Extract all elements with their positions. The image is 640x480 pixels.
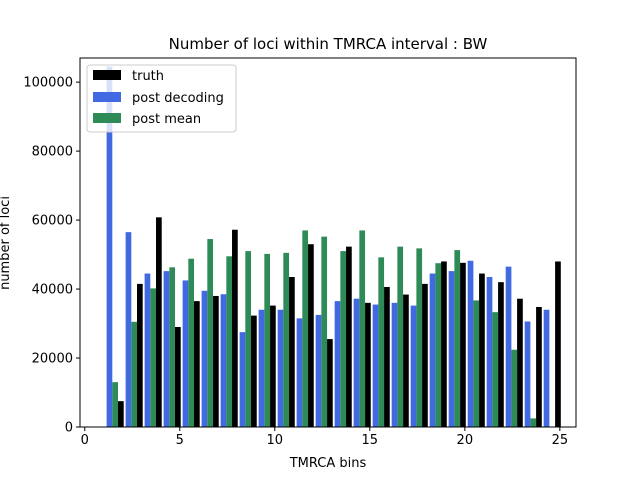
bar-post-mean-19 xyxy=(454,250,461,427)
bar-post-mean-13 xyxy=(340,251,347,427)
bar-post-mean-5 xyxy=(188,258,195,427)
bar-post-decoding-2 xyxy=(125,232,132,427)
bar-post-decoding-18 xyxy=(429,273,436,427)
bar-post-decoding-6 xyxy=(201,290,208,427)
chart-title: Number of loci within TMRCA interval : B… xyxy=(169,35,488,53)
x-axis-label: TMRCA bins xyxy=(289,456,367,471)
bar-truth-11 xyxy=(308,244,314,427)
bar-post-decoding-10 xyxy=(277,309,284,427)
y-tick-label: 80000 xyxy=(32,145,73,160)
x-axis-ticks: 0 5 10 15 20 25 xyxy=(81,427,569,448)
bar-truth-21 xyxy=(498,282,504,427)
bar-truth-18 xyxy=(441,261,447,427)
bar-truth-16 xyxy=(403,294,409,427)
bar-post-mean-17 xyxy=(416,248,423,427)
bar-post-decoding-12 xyxy=(315,314,322,427)
legend: truth post decoding post mean xyxy=(86,64,237,133)
bar-post-mean-10 xyxy=(283,252,290,427)
bar-post-mean-9 xyxy=(264,253,271,427)
bar-post-mean-23 xyxy=(530,418,537,427)
bar-post-mean-15 xyxy=(378,257,385,427)
y-tick-label: 100000 xyxy=(23,76,73,91)
y-axis-ticks: 0 20000 40000 60000 80000 100000 xyxy=(23,76,80,436)
bar-post-decoding-3 xyxy=(144,273,151,427)
x-tick-label: 25 xyxy=(552,433,569,448)
bar-post-decoding-7 xyxy=(220,294,227,427)
bar-truth-10 xyxy=(289,276,295,427)
bar-truth-4 xyxy=(175,326,181,427)
bar-post-decoding-22 xyxy=(505,266,512,427)
bar-post-decoding-15 xyxy=(372,304,379,427)
bar-truth-9 xyxy=(270,305,276,427)
bar-post-mean-22 xyxy=(511,349,518,427)
x-tick-label: 10 xyxy=(267,433,284,448)
legend-swatch-post-mean xyxy=(93,113,121,123)
bar-truth-13 xyxy=(346,246,352,427)
bar-post-decoding-21 xyxy=(486,276,493,427)
bar-truth-23 xyxy=(536,306,542,427)
bar-truth-19 xyxy=(460,262,466,427)
bar-truth-20 xyxy=(479,273,485,427)
bar-truth-17 xyxy=(422,283,428,427)
bar-truth-5 xyxy=(194,301,200,427)
bar-post-mean-4 xyxy=(169,267,176,427)
legend-swatch-truth xyxy=(93,70,121,80)
bar-post-decoding-23 xyxy=(524,321,531,427)
bars-layer xyxy=(106,66,561,428)
x-tick-label: 5 xyxy=(176,433,184,448)
bar-post-mean-1 xyxy=(112,382,119,427)
bar-post-mean-18 xyxy=(435,263,442,427)
bar-post-decoding-4 xyxy=(163,271,170,427)
bar-post-decoding-8 xyxy=(239,332,246,427)
bar-truth-8 xyxy=(251,315,257,427)
bar-post-decoding-16 xyxy=(391,302,398,427)
bar-post-decoding-20 xyxy=(467,260,474,427)
bar-post-decoding-14 xyxy=(353,298,360,427)
y-axis-label: number of loci xyxy=(0,196,13,290)
bar-truth-24 xyxy=(555,261,561,427)
bar-post-mean-12 xyxy=(321,236,328,427)
legend-label-post-decoding: post decoding xyxy=(132,91,224,106)
legend-swatch-post-decoding xyxy=(93,92,121,102)
bar-truth-2 xyxy=(137,283,143,427)
bar-truth-14 xyxy=(365,302,371,427)
bar-truth-12 xyxy=(327,339,333,427)
axes-frame xyxy=(79,57,577,428)
legend-label-post-mean: post mean xyxy=(132,112,201,127)
legend-box xyxy=(86,64,237,133)
bar-truth-1 xyxy=(118,401,124,427)
bar-post-decoding-5 xyxy=(182,280,189,427)
bar-post-mean-16 xyxy=(397,246,404,427)
x-tick-label: 0 xyxy=(81,433,89,448)
bar-post-decoding-9 xyxy=(258,309,265,427)
y-tick-label: 60000 xyxy=(32,214,73,229)
bar-post-decoding-1 xyxy=(106,66,113,428)
bar-truth-22 xyxy=(517,298,523,427)
bar-post-mean-7 xyxy=(226,256,233,427)
bar-truth-6 xyxy=(213,295,219,427)
y-tick-label: 0 xyxy=(65,421,73,436)
y-tick-label: 40000 xyxy=(32,283,73,298)
bar-post-mean-6 xyxy=(207,239,214,427)
bar-post-mean-11 xyxy=(302,230,309,427)
bar-truth-15 xyxy=(384,286,390,427)
bar-post-mean-20 xyxy=(473,300,480,427)
bar-post-decoding-17 xyxy=(410,305,417,427)
x-tick-label: 15 xyxy=(362,433,379,448)
bar-post-mean-21 xyxy=(492,312,499,427)
bar-post-decoding-13 xyxy=(334,301,341,427)
bar-post-decoding-24 xyxy=(543,309,550,427)
bar-post-mean-3 xyxy=(150,288,157,427)
bar-truth-3 xyxy=(156,217,162,427)
bar-post-mean-8 xyxy=(245,251,252,427)
bar-post-decoding-19 xyxy=(448,271,455,427)
bar-post-mean-2 xyxy=(131,321,138,427)
bar-post-decoding-11 xyxy=(296,318,303,427)
legend-label-truth: truth xyxy=(132,69,164,84)
y-tick-label: 20000 xyxy=(32,352,73,367)
bar-post-mean-14 xyxy=(359,230,366,427)
x-tick-label: 20 xyxy=(457,433,474,448)
bar-truth-7 xyxy=(232,229,238,427)
